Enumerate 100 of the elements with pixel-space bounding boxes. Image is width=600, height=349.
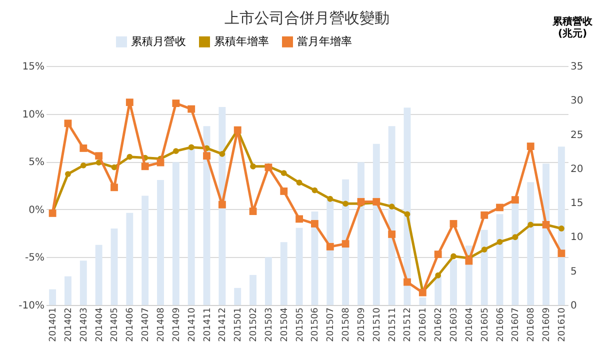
point [327, 196, 334, 202]
bar [527, 182, 534, 305]
point [512, 234, 518, 240]
point [450, 220, 458, 228]
bar [250, 274, 256, 305]
x-tick-label: 201403 [79, 308, 90, 342]
point [388, 230, 396, 238]
bar [326, 199, 334, 305]
bar [419, 297, 426, 305]
x-tick-label: 201509 [356, 307, 367, 342]
x-tick-label: 201504 [280, 307, 290, 342]
y-tick-label: -10% [18, 300, 44, 312]
y-tick-label: -5% [25, 252, 44, 264]
point [511, 196, 519, 204]
legend-label: 累積年增率 [214, 34, 269, 48]
point [188, 144, 194, 150]
bar [142, 196, 149, 305]
point [528, 222, 534, 228]
point [465, 257, 473, 265]
point [434, 250, 442, 258]
point [126, 98, 134, 106]
legend-label: 當月年增率 [297, 34, 352, 48]
x-tick-label: 201412 [218, 308, 228, 342]
point [496, 238, 503, 245]
point [357, 198, 365, 206]
bar [434, 276, 442, 305]
point [219, 151, 226, 157]
point [95, 152, 103, 160]
point [312, 187, 318, 194]
bar [234, 288, 242, 305]
x-tick-label: 201405 [110, 308, 120, 342]
bar [450, 260, 457, 305]
point [280, 188, 288, 195]
x-tick-label: 201501 [234, 308, 244, 342]
y-tick-label: 15% [22, 62, 44, 72]
point [296, 180, 302, 186]
bar [157, 180, 164, 305]
point [80, 144, 88, 152]
bar [264, 257, 272, 305]
point [326, 242, 334, 250]
point [172, 148, 179, 154]
x-tick-label: 201511 [388, 308, 398, 342]
x-tick-label: 201605 [480, 308, 490, 342]
x-tick-label: 201502 [249, 308, 260, 342]
x-tick-label: 201610 [557, 307, 568, 342]
y2-tick-label: 20 [570, 164, 584, 175]
x-tick-label: 201506 [310, 307, 321, 342]
bar [372, 144, 380, 305]
bar [49, 289, 56, 305]
x-tick-label: 201406 [126, 307, 136, 342]
point [526, 142, 534, 150]
point [203, 152, 210, 160]
point [311, 220, 318, 228]
legend-label: 累積月營收 [131, 34, 186, 48]
point [342, 240, 350, 248]
point [404, 211, 410, 218]
bar [64, 276, 72, 305]
x-tick-label: 201609 [542, 307, 552, 342]
bar [172, 162, 180, 305]
point [250, 163, 256, 170]
point [249, 208, 257, 216]
point [388, 204, 395, 210]
point [558, 250, 566, 258]
x-tick-label: 201607 [511, 308, 522, 342]
x-tick-label: 201401 [48, 308, 59, 342]
y-tick-label: 10% [22, 109, 44, 120]
y-tick-label: 5% [28, 157, 44, 168]
x-tick-label: 201503 [264, 308, 274, 342]
y2-tick-label: 25 [570, 130, 584, 141]
bar [188, 148, 195, 305]
x-tick-label: 201602 [434, 308, 444, 342]
point [342, 200, 349, 207]
x-tick-label: 201407 [141, 308, 152, 342]
bar [480, 230, 488, 305]
bar [311, 211, 318, 305]
y2-tick-label: 35 [570, 62, 584, 72]
x-tick-label: 201601 [418, 308, 429, 342]
bar [558, 146, 565, 305]
x-tick-label: 201512 [403, 308, 414, 342]
bar [110, 228, 118, 305]
x-tick-label: 201508 [342, 307, 352, 342]
bar [358, 162, 364, 305]
x-tick-label: 201606 [496, 307, 506, 342]
bar [126, 212, 134, 305]
point [64, 120, 72, 128]
x-tick-label: 201408 [156, 307, 166, 342]
point [496, 204, 504, 212]
point [110, 184, 118, 192]
x-tick-label: 201505 [295, 308, 306, 342]
x-tick-label: 201404 [94, 307, 105, 342]
point [435, 272, 442, 278]
y2-tick-label: 10 [570, 232, 584, 244]
point [558, 226, 564, 232]
point [156, 158, 164, 166]
bar [296, 228, 303, 305]
bar [542, 164, 550, 305]
point [172, 100, 180, 107]
bar [95, 244, 102, 305]
point [126, 154, 133, 160]
y2-tick-label: 5 [570, 266, 577, 278]
